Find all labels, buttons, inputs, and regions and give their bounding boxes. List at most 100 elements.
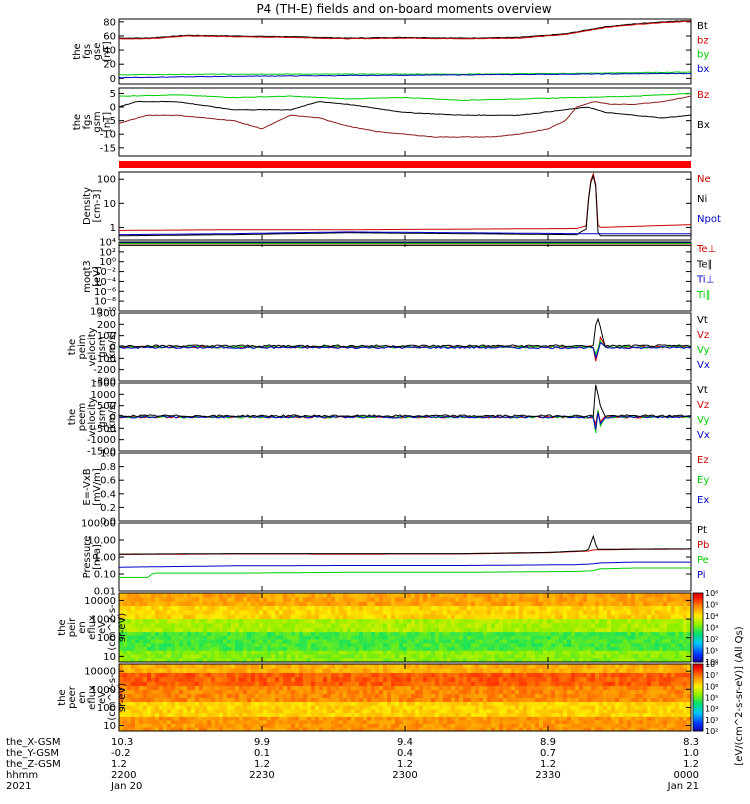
spectrogram-cell bbox=[459, 647, 463, 651]
spectrogram-cell bbox=[471, 706, 475, 710]
spectrogram-cell bbox=[287, 698, 291, 702]
spectrogram-cell bbox=[519, 643, 523, 647]
spectrogram-cell bbox=[167, 597, 171, 602]
spectrogram-cell bbox=[135, 640, 139, 644]
spectrogram-cell bbox=[139, 643, 143, 647]
spectrogram-cell bbox=[483, 610, 487, 615]
spectrogram-cell bbox=[571, 593, 575, 598]
spectrogram-cell bbox=[155, 720, 159, 724]
spectrogram-cell bbox=[559, 717, 563, 721]
spectrogram-cell bbox=[219, 702, 223, 706]
y-tick-label: 80 bbox=[103, 17, 116, 28]
spectrogram-cell bbox=[683, 610, 687, 615]
spectrogram-cell bbox=[251, 664, 255, 669]
spectrogram-cell bbox=[671, 717, 675, 721]
spectrogram-cell bbox=[483, 709, 487, 713]
spectrogram-cell bbox=[407, 677, 411, 682]
spectrogram-cell bbox=[131, 651, 135, 655]
spectrogram-cell bbox=[675, 651, 679, 655]
spectrogram-cell bbox=[207, 690, 211, 694]
spectrogram-cell bbox=[471, 619, 475, 624]
spectrogram-cell bbox=[583, 643, 587, 647]
spectrogram-cell bbox=[347, 664, 351, 669]
spectrogram-cell bbox=[327, 602, 331, 607]
spectrogram-cell bbox=[599, 720, 603, 724]
spectrogram-cell bbox=[371, 690, 375, 694]
spectrogram-cell bbox=[667, 698, 671, 702]
spectrogram-cell bbox=[527, 709, 531, 713]
spectrogram-cell bbox=[631, 686, 635, 690]
spectrogram-cell bbox=[523, 651, 527, 655]
spectrogram-cell bbox=[263, 702, 267, 706]
spectrogram-cell bbox=[627, 698, 631, 702]
spectrogram-cell bbox=[475, 610, 479, 615]
spectrogram-cell bbox=[511, 706, 515, 710]
spectrogram-cell bbox=[275, 698, 279, 702]
spectrogram-cell bbox=[119, 597, 123, 602]
spectrogram-cell bbox=[571, 636, 575, 640]
spectrogram-cell bbox=[551, 673, 555, 678]
spectrogram-cell bbox=[623, 651, 627, 655]
spectrogram-cell bbox=[667, 720, 671, 724]
spectrogram-cell bbox=[471, 651, 475, 655]
spectrogram-cell bbox=[159, 664, 163, 669]
spectrogram-cell bbox=[359, 610, 363, 615]
spectrogram-cell bbox=[543, 602, 547, 607]
spectrogram-cell bbox=[555, 643, 559, 647]
spectrogram-cell bbox=[675, 664, 679, 669]
spectrogram-cell bbox=[623, 706, 627, 710]
spectrogram-cell bbox=[507, 597, 511, 602]
spectrogram-cell bbox=[263, 619, 267, 624]
spectrogram-cell bbox=[663, 664, 667, 669]
spectrogram-cell bbox=[211, 682, 215, 687]
spectrogram-cell bbox=[275, 682, 279, 687]
spectrogram-cell bbox=[295, 713, 299, 717]
y-axis-label: [nT] bbox=[102, 112, 113, 132]
spectrogram-cell bbox=[255, 610, 259, 615]
spectrogram-cell bbox=[219, 682, 223, 687]
spectrogram-cell bbox=[595, 694, 599, 698]
spectrogram-cell bbox=[671, 615, 675, 620]
spectrogram-cell bbox=[595, 690, 599, 694]
spectrogram-cell bbox=[579, 651, 583, 655]
spectrogram-cell bbox=[163, 694, 167, 698]
spectrogram-cell bbox=[203, 643, 207, 647]
spectrogram-cell bbox=[383, 643, 387, 647]
spectrogram-cell bbox=[587, 690, 591, 694]
spectrogram-cell bbox=[415, 713, 419, 717]
spectrogram-cell bbox=[183, 636, 187, 640]
spectrogram-cell bbox=[575, 709, 579, 713]
spectrogram-cell bbox=[363, 694, 367, 698]
spectrogram-cell bbox=[471, 655, 475, 659]
spectrogram-cell bbox=[591, 677, 595, 682]
spectrogram-cell bbox=[447, 606, 451, 611]
spectrogram-cell bbox=[127, 677, 131, 682]
spectrogram-cell bbox=[499, 640, 503, 644]
spectrogram-cell bbox=[287, 643, 291, 647]
spectrogram-cell bbox=[135, 698, 139, 702]
spectrogram-cell bbox=[363, 632, 367, 636]
spectrogram-cell bbox=[615, 623, 619, 628]
spectrogram-cell bbox=[395, 698, 399, 702]
spectrogram-cell bbox=[447, 706, 451, 710]
spectrogram-cell bbox=[447, 640, 451, 644]
spectrogram-cell bbox=[559, 643, 563, 647]
spectrogram-cell bbox=[539, 668, 543, 673]
spectrogram-cell bbox=[367, 593, 371, 598]
spectrogram-cell bbox=[363, 706, 367, 710]
spectrogram-cell bbox=[599, 619, 603, 624]
spectrogram-cell bbox=[191, 628, 195, 633]
spectrogram-cell bbox=[471, 682, 475, 687]
spectrogram-cell bbox=[215, 628, 219, 633]
spectrogram-cell bbox=[635, 690, 639, 694]
spectrogram-cell bbox=[579, 640, 583, 644]
spectrogram-cell bbox=[463, 593, 467, 598]
spectrogram-cell bbox=[319, 606, 323, 611]
spectrogram-cell bbox=[647, 668, 651, 673]
spectrogram-cell bbox=[163, 655, 167, 659]
spectrogram-cell bbox=[295, 694, 299, 698]
spectrogram-cell bbox=[475, 668, 479, 673]
spectrogram-cell bbox=[291, 636, 295, 640]
spectrogram-cell bbox=[615, 677, 619, 682]
spectrogram-cell bbox=[147, 636, 151, 640]
